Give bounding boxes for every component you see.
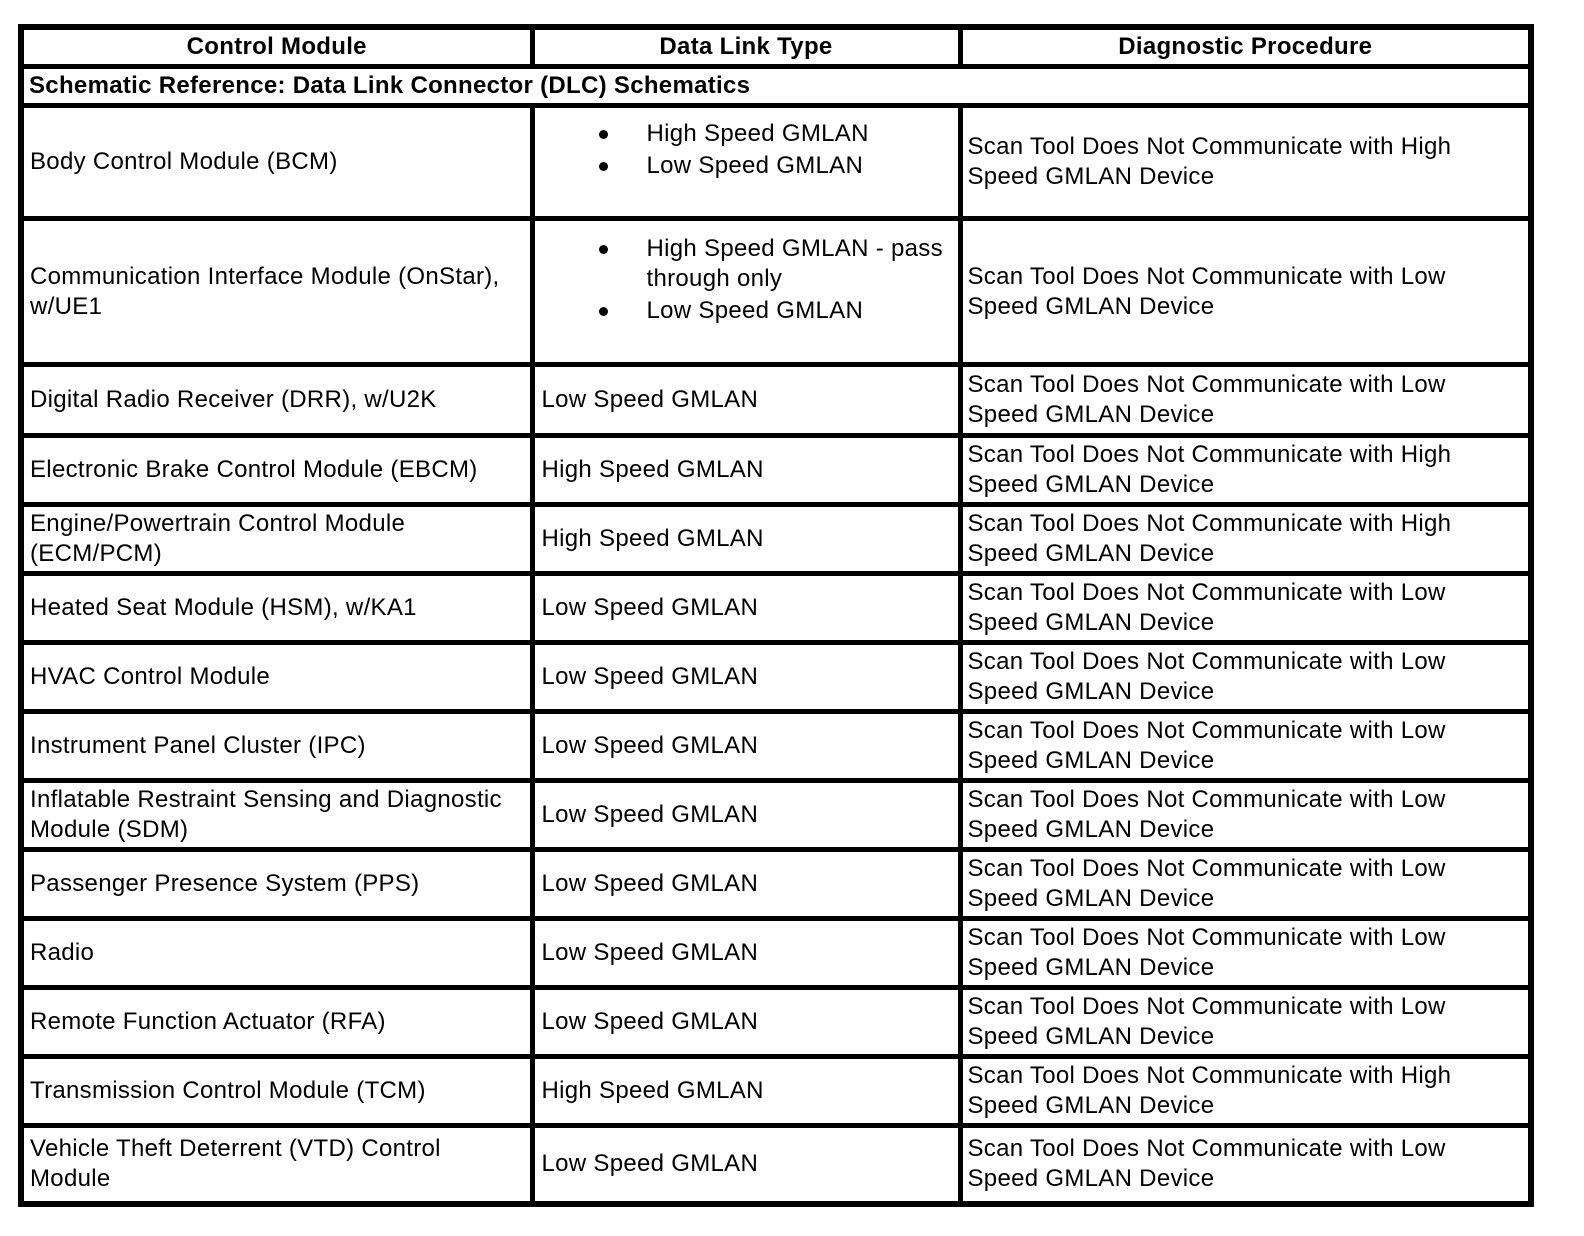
procedure-cell: Scan Tool Does Not Communicate with Low … — [957, 916, 1534, 990]
module-cell: Inflatable Restraint Sensing and Diagnos… — [18, 778, 535, 852]
data-link-cell: High Speed GMLAN - pass through only Low … — [529, 216, 963, 367]
data-link-cell: High Speed GMLAN — [529, 502, 963, 576]
table-row: HVAC Control Module Low Speed GMLAN Scan T… — [18, 640, 1534, 714]
data-link-cell: High Speed GMLAN Low Speed GMLAN — [529, 103, 963, 221]
table-row: Communication Interface Module (OnStar),… — [18, 216, 1534, 367]
table-row: Body Control Module (BCM) High Speed GMLA… — [18, 103, 1534, 221]
table-row: Electronic Brake Control Module (EBCM) Hi… — [18, 433, 1534, 507]
procedure-cell: Scan Tool Does Not Communicate with Low … — [957, 778, 1534, 852]
table-row: Instrument Panel Cluster (IPC) Low Speed … — [18, 709, 1534, 783]
table-row: Remote Function Actuator (RFA) Low Speed … — [18, 985, 1534, 1059]
procedure-cell: Scan Tool Does Not Communicate with Low … — [957, 709, 1534, 783]
data-link-cell: Low Speed GMLAN — [529, 571, 963, 645]
diagnostic-table: Control Module Data Link Type Diagnostic… — [18, 24, 1534, 1207]
module-cell: Transmission Control Module (TCM) — [18, 1054, 535, 1128]
table-row: Passenger Presence System (PPS) Low Speed… — [18, 847, 1534, 921]
procedure-cell: Scan Tool Does Not Communicate with High… — [957, 103, 1534, 221]
module-cell: Engine/Powertrain Control Module (ECM/PC… — [18, 502, 535, 576]
data-link-bullet-item: Low Speed GMLAN — [597, 151, 954, 181]
schematic-reference-text: Schematic Reference: Data Link Connector… — [18, 64, 1534, 108]
data-link-cell: Low Speed GMLAN — [529, 916, 963, 990]
module-cell: Remote Function Actuator (RFA) — [18, 985, 535, 1059]
data-link-cell: Low Speed GMLAN — [529, 778, 963, 852]
data-link-cell: Low Speed GMLAN — [529, 640, 963, 714]
module-cell: Vehicle Theft Deterrent (VTD) Control Mo… — [18, 1123, 535, 1206]
procedure-cell: Scan Tool Does Not Communicate with Low … — [957, 1123, 1534, 1206]
table-row: Inflatable Restraint Sensing and Diagnos… — [18, 778, 1534, 852]
schematic-reference-row: Schematic Reference: Data Link Connector… — [18, 64, 1534, 108]
procedure-cell: Scan Tool Does Not Communicate with Low … — [957, 216, 1534, 367]
data-link-bullet-list: High Speed GMLAN - pass through only Low … — [597, 234, 954, 326]
procedure-cell: Scan Tool Does Not Communicate with Low … — [957, 985, 1534, 1059]
data-link-cell: Low Speed GMLAN — [529, 847, 963, 921]
table-body: Control Module Data Link Type Diagnostic… — [18, 24, 1534, 1206]
procedure-cell: Scan Tool Does Not Communicate with High… — [957, 433, 1534, 507]
module-cell: Communication Interface Module (OnStar),… — [18, 216, 535, 367]
module-cell: Electronic Brake Control Module (EBCM) — [18, 433, 535, 507]
header-data-link-type: Data Link Type — [529, 24, 963, 69]
header-control-module: Control Module — [18, 24, 535, 69]
data-link-cell: Low Speed GMLAN — [529, 1123, 963, 1206]
module-cell: Passenger Presence System (PPS) — [18, 847, 535, 921]
table-row: Digital Radio Receiver (DRR), w/U2K Low S… — [18, 362, 1534, 438]
data-link-cell: High Speed GMLAN — [529, 433, 963, 507]
data-link-bullet-item: High Speed GMLAN — [597, 119, 954, 149]
table-row: Engine/Powertrain Control Module (ECM/PC… — [18, 502, 1534, 576]
data-link-cell: Low Speed GMLAN — [529, 985, 963, 1059]
module-cell: Radio — [18, 916, 535, 990]
data-link-bullet-list: High Speed GMLAN Low Speed GMLAN — [597, 119, 954, 181]
procedure-cell: Scan Tool Does Not Communicate with Low … — [957, 362, 1534, 438]
module-cell: Body Control Module (BCM) — [18, 103, 535, 221]
table-row: Radio Low Speed GMLAN Scan Tool Does Not C… — [18, 916, 1534, 990]
table-row: Heated Seat Module (HSM), w/KA1 Low Speed… — [18, 571, 1534, 645]
procedure-cell: Scan Tool Does Not Communicate with Low … — [957, 571, 1534, 645]
module-cell: Digital Radio Receiver (DRR), w/U2K — [18, 362, 535, 438]
procedure-cell: Scan Tool Does Not Communicate with High… — [957, 1054, 1534, 1128]
data-link-cell: High Speed GMLAN — [529, 1054, 963, 1128]
table-row: Transmission Control Module (TCM) High Sp… — [18, 1054, 1534, 1128]
module-cell: Heated Seat Module (HSM), w/KA1 — [18, 571, 535, 645]
procedure-cell: Scan Tool Does Not Communicate with High… — [957, 502, 1534, 576]
module-cell: HVAC Control Module — [18, 640, 535, 714]
header-diagnostic-procedure: Diagnostic Procedure — [957, 24, 1534, 69]
table-row: Vehicle Theft Deterrent (VTD) Control Mo… — [18, 1123, 1534, 1206]
data-link-bullet-item: High Speed GMLAN - pass through only — [597, 234, 954, 294]
module-cell: Instrument Panel Cluster (IPC) — [18, 709, 535, 783]
procedure-cell: Scan Tool Does Not Communicate with Low … — [957, 640, 1534, 714]
data-link-cell: Low Speed GMLAN — [529, 362, 963, 438]
procedure-cell: Scan Tool Does Not Communicate with Low … — [957, 847, 1534, 921]
table-header-row: Control Module Data Link Type Diagnostic… — [18, 24, 1534, 69]
data-link-cell: Low Speed GMLAN — [529, 709, 963, 783]
data-link-bullet-item: Low Speed GMLAN — [597, 296, 954, 326]
